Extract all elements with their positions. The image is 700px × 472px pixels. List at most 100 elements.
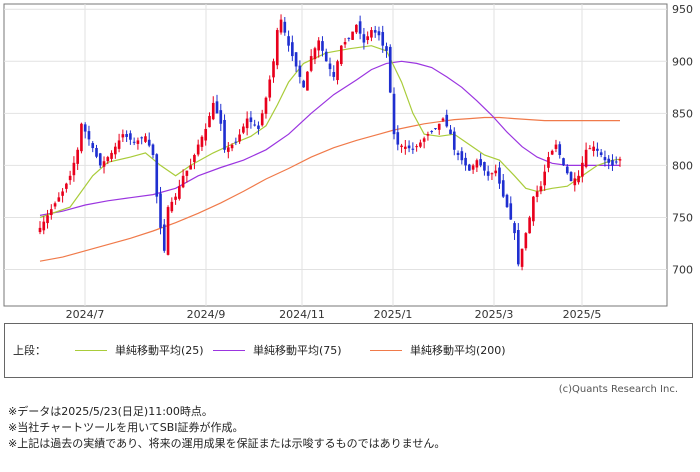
candle [114,142,117,159]
y-tick-label: 850 [672,107,693,120]
candle [422,136,426,149]
candle [283,17,287,36]
candle [524,232,528,251]
candle [132,137,136,146]
candle [498,161,501,189]
candle [577,170,580,185]
candle [136,137,140,150]
candle [159,186,162,235]
candle [569,171,573,182]
footnote-data-time: ※データは2025/5/23(日足)11:00時点。 [8,405,213,418]
x-tick-label: 2025/3 [475,308,514,321]
candle [260,109,264,127]
candle [215,94,219,114]
candle [155,153,159,204]
legend-label-ma75: 単純移動平均(75) [253,344,342,357]
candle [543,164,546,191]
candle [117,133,121,153]
y-tick-label: 950 [672,3,693,16]
candle [321,36,324,57]
candle [185,170,189,183]
candle [441,117,445,122]
candle [532,195,535,226]
candle [193,153,196,170]
footnotes: ※データは2025/5/23(日足)11:00時点。 ※当社チャートツールを用い… [8,404,445,452]
candle [234,137,238,146]
candle [245,111,249,136]
candle [49,204,53,220]
candle [373,25,377,38]
footnote-disclaimer: ※上記は過去の実績であり、将来の運用成果を保証または示唆するものではありません。 [8,437,446,450]
candle [162,218,166,253]
candle [324,48,328,62]
candle [539,181,543,195]
candle [272,58,275,83]
candle [125,130,128,142]
legend-prefix: 上段： [13,344,46,357]
candle [343,37,347,48]
candle [388,44,392,94]
candle [554,139,558,153]
candle [520,248,524,271]
candle [486,165,490,181]
candle [483,161,486,176]
x-tick-label: 2024/11 [279,308,325,321]
candle [309,49,313,73]
candle [76,147,79,170]
candle [238,129,241,144]
candle [351,31,354,40]
candle [426,131,430,141]
x-tick-label: 2025/1 [374,308,413,321]
candle [550,149,554,156]
candle [200,135,204,152]
candle [471,163,475,174]
candle [437,123,441,135]
candle [98,152,102,169]
legend-panel: 上段： 単純移動平均(25) 単純移動平均(75) 単純移動平均(200) [4,323,693,378]
legend-label-ma25: 単純移動平均(25) [115,344,204,357]
candle [151,143,155,159]
candle [509,196,513,220]
candle [53,201,57,210]
candle [219,103,223,131]
candle [317,37,321,58]
candle [166,205,170,256]
candle [445,109,449,128]
candle [298,60,302,84]
candle [178,179,181,201]
candle [415,144,418,152]
candle [565,164,569,175]
candle [573,172,577,192]
candle [618,156,622,167]
candle [226,142,230,159]
candle [396,125,400,151]
candle [294,52,298,73]
candle [121,129,125,143]
candle [479,153,482,168]
candle [468,163,471,171]
candle [95,144,98,159]
candle [68,170,72,185]
candle [72,156,76,182]
candle [430,130,434,134]
price-chart: 950 900 850 800 750 700 2024/7 2024/9 2024/11 202… [3,3,693,321]
candle [42,216,46,235]
candle [189,158,192,170]
candle [607,155,611,170]
candle [110,150,113,162]
candle [385,42,388,58]
legend-label-ma200: 単純移動平均(200) [410,344,506,357]
candle [581,156,584,183]
candle [61,188,64,203]
ma-line-2 [39,116,620,262]
candle [358,15,362,40]
candle [339,45,343,67]
candle [328,57,332,77]
candle [460,147,464,165]
candle [377,26,381,41]
candle [287,30,290,52]
candle [562,157,565,166]
candle [411,142,415,154]
candle [419,139,422,149]
candle [528,215,531,234]
